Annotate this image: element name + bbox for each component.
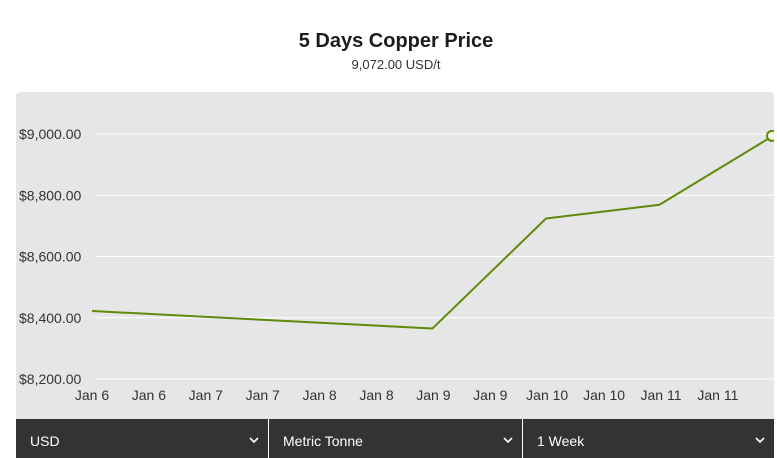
y-tick-label: $9,000.00 (19, 126, 81, 142)
x-tick-label: Jan 10 (526, 387, 568, 403)
range-select[interactable]: 1 Week (522, 419, 774, 458)
chart-panel: $8,200.00 $8,400.00 $8,600.00 $8,800.00 $9,0… (16, 92, 774, 419)
y-tick-label: $8,400.00 (19, 310, 81, 326)
x-tick-label: Jan 6 (75, 387, 109, 403)
y-tick-label: $8,600.00 (19, 249, 81, 265)
unit-select-value: Metric Tonne (283, 433, 363, 449)
x-tick-label: Jan 11 (641, 387, 682, 403)
price-chart: $8,200.00 $8,400.00 $8,600.00 $8,800.00 $9,0… (19, 126, 774, 403)
x-tick-label: Jan 8 (359, 387, 393, 403)
x-tick-label: Jan 6 (132, 387, 166, 403)
x-tick-label: Jan 8 (302, 387, 336, 403)
y-tick-label: $8,800.00 (19, 187, 81, 203)
x-tick-label: Jan 7 (189, 387, 223, 403)
chevron-down-icon (249, 437, 259, 444)
price-series-line (91, 134, 774, 330)
x-tick-label: Jan 9 (416, 387, 450, 403)
current-price: 9,072.00 USD/t (351, 57, 441, 72)
chevron-down-icon (755, 437, 765, 444)
y-tick-label: $8,200.00 (19, 371, 81, 387)
chart-controls: USD Metric Tonne 1 Week (16, 419, 774, 458)
x-tick-label: Jan 11 (697, 387, 738, 403)
chart-title: 5 Days Copper Price (298, 30, 494, 52)
range-select-value: 1 Week (537, 433, 585, 449)
x-tick-label: Jan 10 (583, 387, 625, 403)
chevron-down-icon (503, 437, 513, 444)
last-price-point[interactable] (766, 129, 774, 142)
x-tick-label: Jan 7 (246, 387, 280, 403)
unit-select[interactable]: Metric Tonne (268, 419, 522, 458)
currency-select[interactable]: USD (16, 419, 268, 458)
currency-select-value: USD (30, 433, 60, 449)
x-tick-label: Jan 9 (473, 387, 507, 403)
